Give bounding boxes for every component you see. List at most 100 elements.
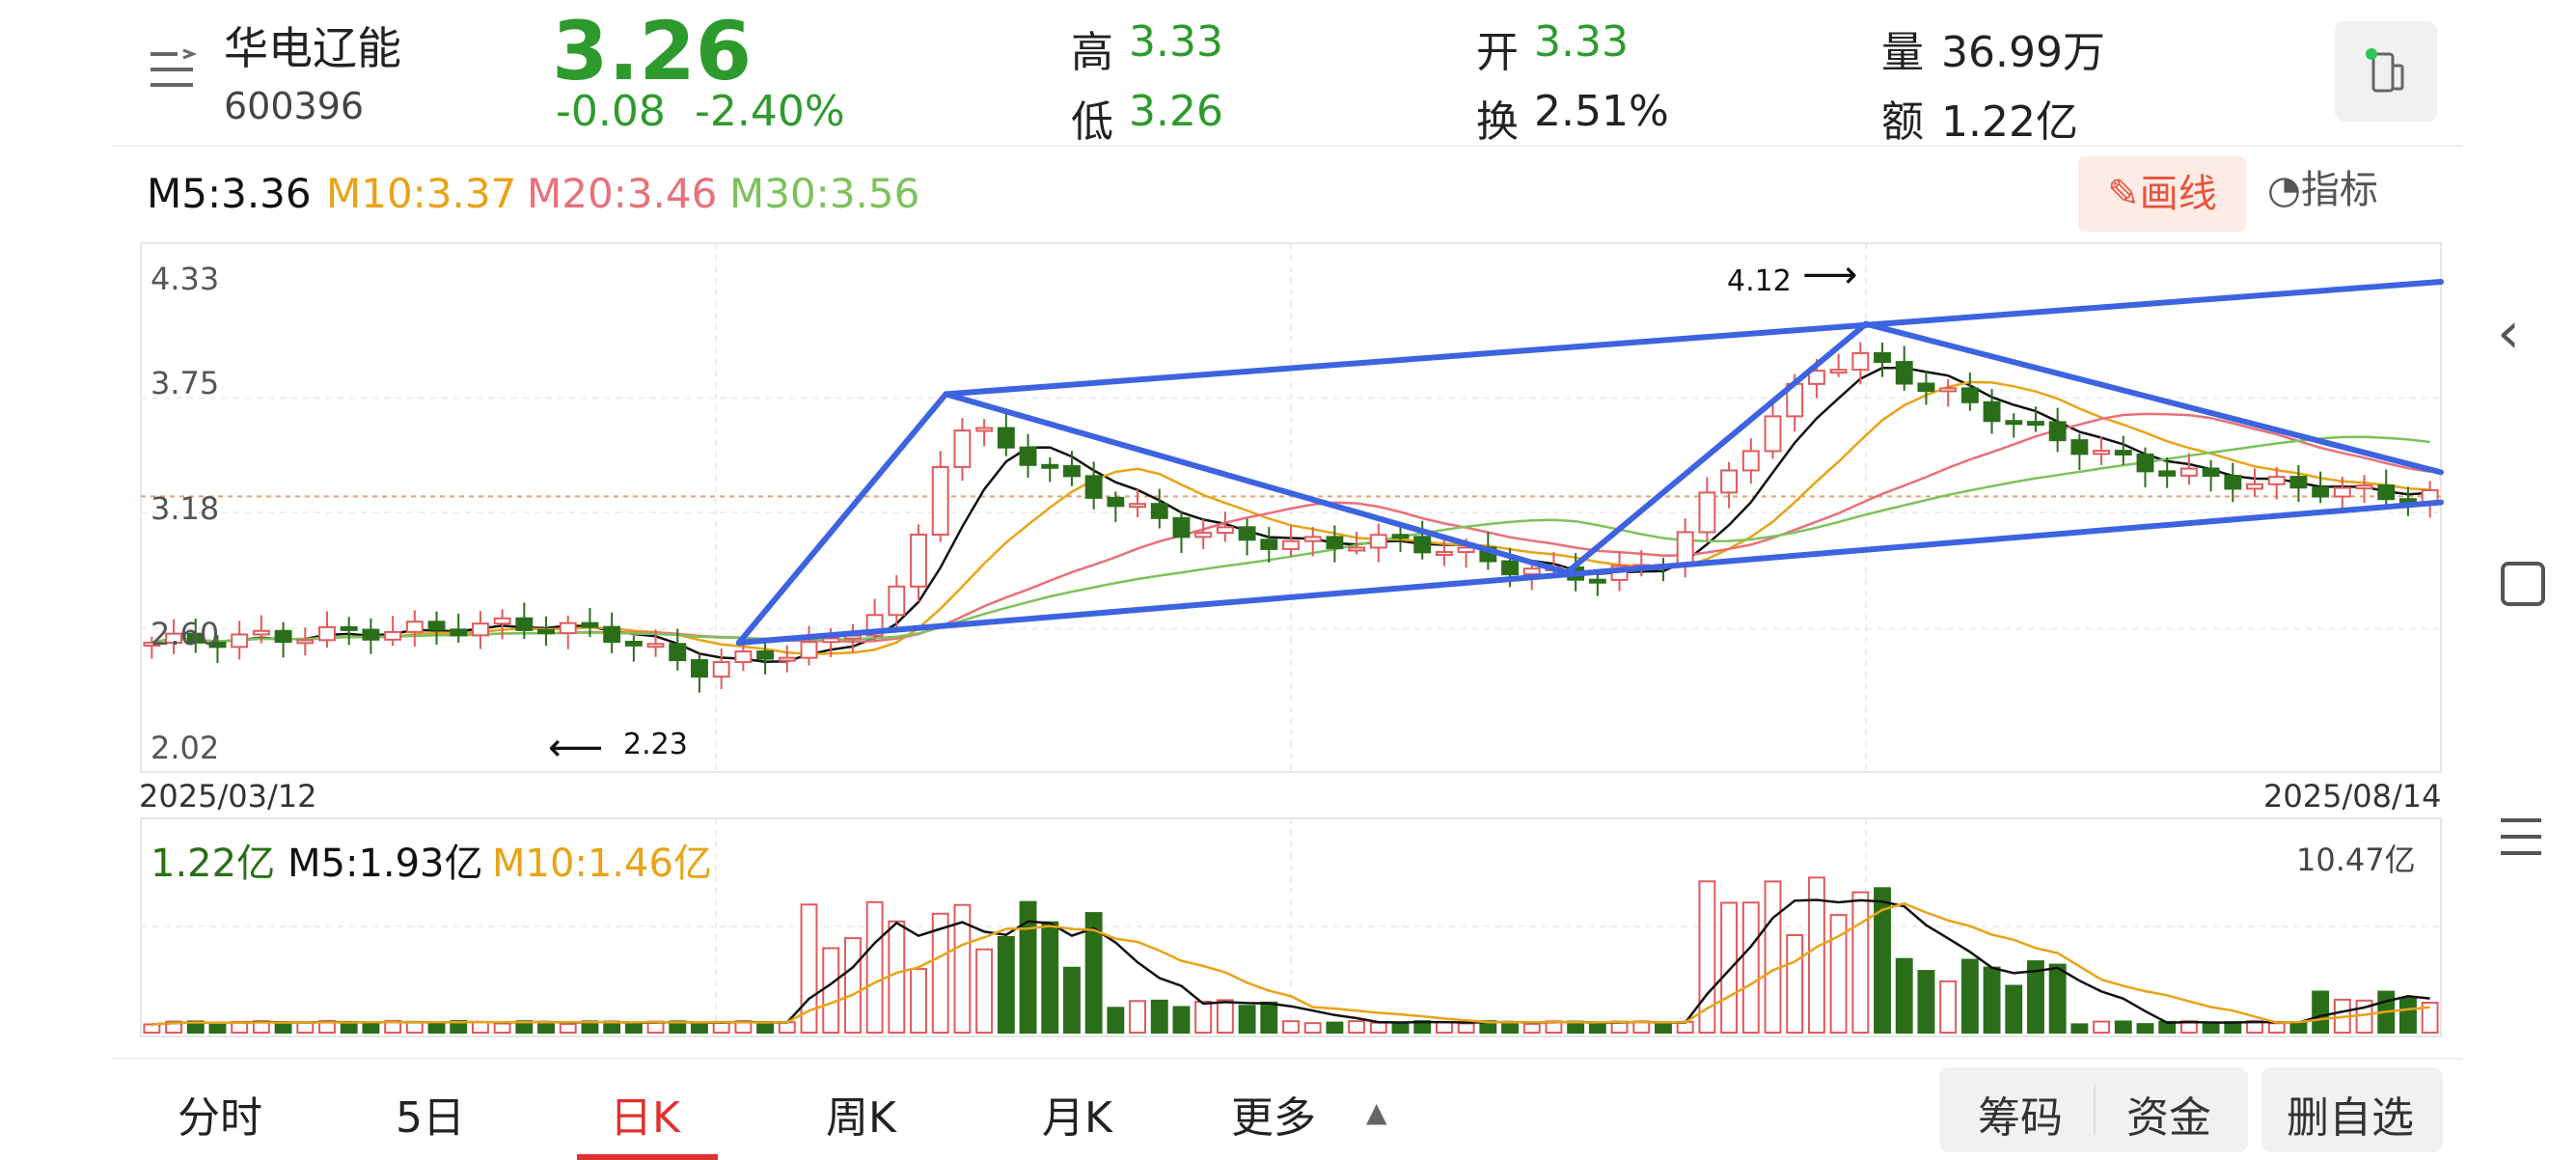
tab-5day[interactable]: 5日 (396, 1093, 465, 1143)
draw-line-label: 画线 (2139, 172, 2217, 216)
tab-monthly[interactable]: 月K (1042, 1093, 1112, 1143)
candle-body (143, 642, 161, 648)
tab-more[interactable]: 更多 (1231, 1093, 1316, 1143)
candle-body (2005, 420, 2023, 426)
candle-body (646, 643, 665, 649)
candle-body (537, 628, 555, 635)
caret-up-icon[interactable]: ▲ (1366, 1096, 1387, 1128)
volume-bar (1983, 966, 2001, 1035)
volume-bar (1435, 1021, 1453, 1034)
volume-bar (1260, 1001, 1278, 1035)
left-arrow-icon: ⟵ (548, 726, 604, 770)
candle-body (1369, 534, 1387, 549)
volume-bar (1786, 933, 1804, 1035)
candle-body (340, 625, 358, 631)
menu-icon[interactable] (145, 46, 199, 93)
price-tick-4: 2.02 (151, 730, 220, 766)
volume-bar (2048, 963, 2067, 1034)
home-icon[interactable] (2501, 562, 2545, 606)
volume-bar (1917, 970, 1935, 1034)
candle-body (2136, 453, 2154, 473)
volume-bar (2289, 1021, 2308, 1035)
indicator-button[interactable]: ◔指标 (2267, 158, 2378, 214)
tab-weekly[interactable]: 周K (826, 1093, 896, 1143)
volume-bar (888, 920, 906, 1034)
volume-bar (1457, 1022, 1475, 1034)
back-icon[interactable]: ‹ (2497, 299, 2520, 367)
volume-bar (1282, 1020, 1300, 1035)
volume-bar (2114, 1020, 2132, 1035)
volume-bar (1326, 1021, 1344, 1034)
chips-button[interactable]: 筹码 (1978, 1093, 2063, 1143)
price-change-pct: -2.40% (695, 87, 845, 136)
candle-body (384, 630, 402, 641)
candle-body (931, 465, 949, 537)
trendline (735, 499, 2444, 647)
candle-body (2093, 450, 2111, 456)
volume-bar (975, 948, 994, 1034)
volume-bar (1107, 1007, 1125, 1034)
candle-body (1150, 503, 1168, 519)
volume-bar (2267, 1022, 2286, 1035)
candle-body (1851, 351, 1870, 372)
volume-bar (822, 947, 840, 1035)
candle-body (2027, 421, 2044, 427)
tab-daily[interactable]: 日K (610, 1093, 680, 1143)
candle-body (1238, 526, 1256, 541)
volume-bar (756, 1022, 775, 1035)
volume-bar (953, 903, 972, 1034)
volume-bar (2093, 1020, 2111, 1035)
candle-body (318, 625, 336, 642)
volume-bar (471, 1021, 489, 1035)
candle-body (1041, 463, 1059, 469)
volume-bar (1216, 999, 1234, 1034)
candle-body (1895, 361, 1913, 385)
device-switch-button[interactable] (2335, 21, 2437, 122)
price-tick-3: 2.60 (151, 616, 220, 652)
pencil-icon: ✎ (2107, 172, 2140, 216)
candle-body (1326, 536, 1344, 549)
candle-body (1764, 415, 1782, 453)
recent-apps-icon[interactable] (2499, 815, 2543, 863)
funds-button[interactable]: 资金 (2126, 1093, 2211, 1143)
candle-body (165, 632, 183, 645)
volume-bar (1960, 958, 1979, 1035)
candle-body (2377, 484, 2396, 501)
volume-bar (340, 1022, 358, 1034)
volume-bar (1698, 880, 1716, 1035)
end-date: 2025/08/14 (2263, 778, 2442, 815)
volume-bar (1150, 999, 1168, 1035)
price-tick-1: 3.75 (151, 365, 220, 401)
candle-body (1282, 539, 1300, 550)
volume-bar (143, 1023, 161, 1034)
candle-body (1829, 369, 1848, 374)
vol-ma10-line (151, 901, 2430, 1026)
volume-bar (274, 1022, 292, 1034)
trendline (1564, 320, 1869, 576)
candle-body (2158, 470, 2177, 477)
candle-body (712, 661, 730, 678)
volume-bar (2136, 1023, 2154, 1035)
draw-line-button[interactable]: ✎画线 (2078, 156, 2246, 232)
candle-body (1501, 560, 1519, 576)
candle-body (1019, 446, 1037, 466)
tab-intraday[interactable]: 分时 (178, 1093, 262, 1143)
button-divider (2094, 1085, 2096, 1135)
volume-bar (427, 1022, 446, 1034)
remove-watchlist-button[interactable]: 删自选 (2287, 1093, 2414, 1143)
volume-bar (2312, 990, 2330, 1034)
current-price: 3.26 (552, 4, 753, 98)
high-label: 高 (1071, 28, 1113, 77)
volume-bar (559, 1022, 577, 1034)
price-tick-0: 4.33 (151, 261, 220, 297)
open-label: 开 (1476, 28, 1519, 77)
candle-body (427, 621, 446, 631)
volume-value: 36.99万 (1941, 28, 2105, 77)
volume-bar (1655, 1023, 1672, 1035)
candle-body (559, 621, 577, 635)
volume-bar (910, 968, 927, 1034)
volume-bar (1895, 957, 1913, 1034)
candle-body (800, 641, 818, 659)
trendline (943, 391, 1571, 576)
